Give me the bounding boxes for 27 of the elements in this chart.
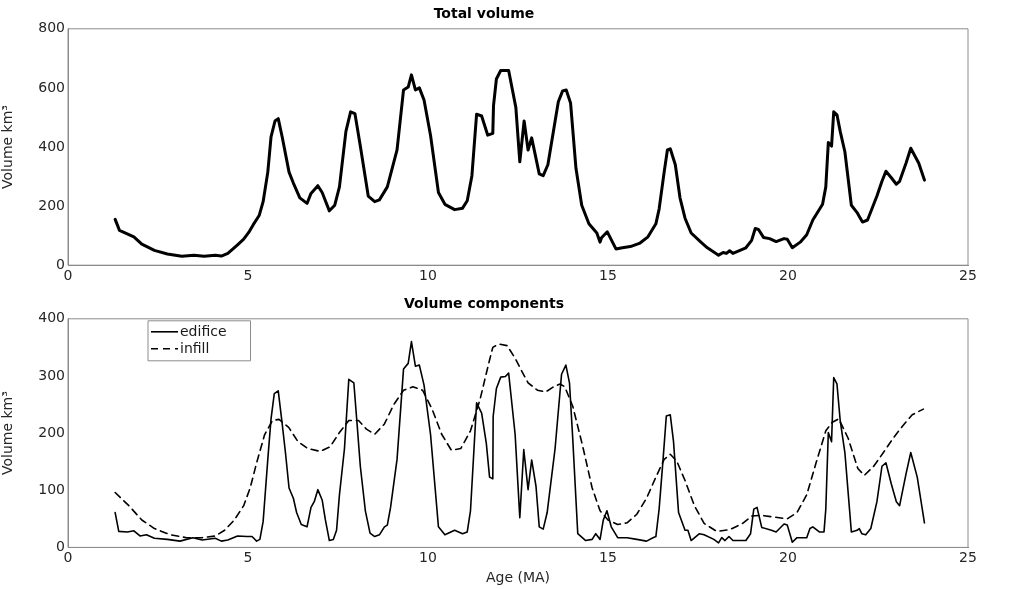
y-tick-label: 200 — [38, 196, 65, 213]
x-tick-label: 10 — [419, 267, 437, 284]
y-tick-label: 0 — [56, 538, 65, 555]
x-tick-label: 25 — [959, 549, 977, 566]
y-tick-label: 0 — [56, 255, 65, 272]
x-tick-label: 10 — [419, 549, 437, 566]
x-tick-label: 25 — [959, 267, 977, 284]
x-axis-title: Age (MA) — [485, 569, 551, 586]
y-tick-label: 300 — [38, 366, 65, 383]
x-tick-label: 5 — [243, 549, 253, 566]
chart-title: Total volume — [433, 5, 535, 22]
x-tick-label: 5 — [243, 267, 253, 284]
chart-title: Volume components — [403, 295, 565, 312]
x-tick-label: 15 — [599, 267, 617, 284]
y-tick-label: 100 — [38, 480, 65, 497]
x-tick-label: 15 — [599, 549, 617, 566]
y-tick-label: 400 — [38, 309, 65, 326]
x-tick-label: 20 — [779, 549, 797, 566]
y-tick-label: 200 — [38, 423, 65, 440]
x-tick-label: 20 — [779, 267, 797, 284]
y-tick-label: 800 — [38, 19, 65, 36]
legend-label: infill — [180, 340, 210, 357]
legend-label: edifice — [180, 323, 227, 340]
y-tick-label: 600 — [38, 78, 65, 95]
y-axis-title: Volume km³ — [0, 105, 16, 189]
y-axis-title: Volume km³ — [0, 391, 16, 476]
y-tick-label: 400 — [38, 137, 65, 154]
